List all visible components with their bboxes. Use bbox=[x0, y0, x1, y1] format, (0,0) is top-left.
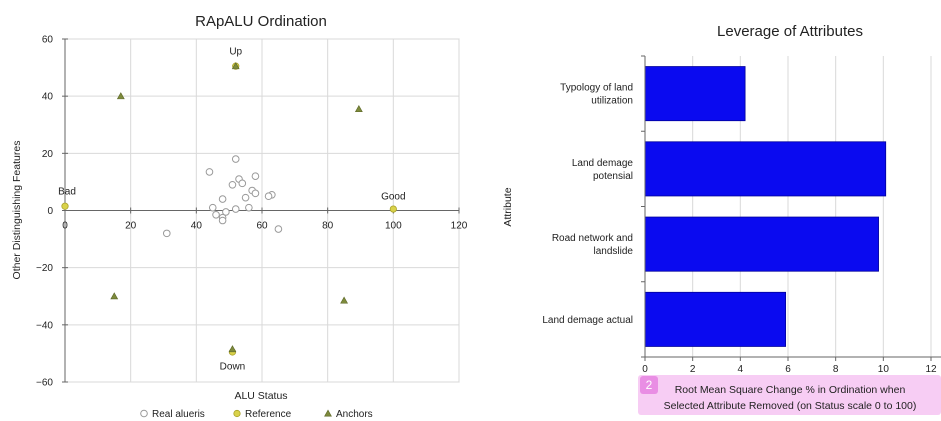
real-alueris-point bbox=[238, 179, 247, 188]
bar-category-label: Land demage actual bbox=[542, 315, 633, 326]
badge bbox=[640, 376, 658, 394]
bar-x-tick-label: 0 bbox=[642, 364, 648, 375]
scatter-title: RApALU Ordination bbox=[195, 13, 327, 30]
bar-x-tick-label: 2 bbox=[690, 364, 696, 375]
annotation-good: Good bbox=[381, 192, 405, 203]
scatter-x-tick-label: 0 bbox=[62, 221, 68, 232]
scatter-x-tick-label: 100 bbox=[385, 221, 402, 232]
scatter-y-tick-label: 60 bbox=[42, 35, 54, 46]
bar bbox=[644, 66, 746, 122]
reference-point bbox=[61, 202, 69, 210]
legend-label: Anchors bbox=[336, 409, 373, 420]
bar bbox=[644, 291, 787, 347]
real-alueris-point bbox=[222, 208, 230, 216]
scatter-y-tick-label: −20 bbox=[36, 263, 53, 274]
scatter-y-tick-label: 0 bbox=[47, 206, 53, 217]
legend-marker-reference bbox=[233, 409, 241, 418]
annotation-down: Down bbox=[220, 361, 246, 372]
badge-number: 2 bbox=[646, 378, 653, 392]
real-alueris-point bbox=[218, 216, 227, 225]
real-alueris-point bbox=[241, 193, 250, 202]
bar bbox=[644, 216, 879, 272]
legend-label: Real alueris bbox=[152, 409, 205, 420]
bar-title: Leverage of Attributes bbox=[717, 23, 863, 40]
bar-category-line: Road network and bbox=[552, 233, 633, 244]
scatter-x-tick-label: 80 bbox=[322, 221, 334, 232]
scatter-gridlines bbox=[64, 38, 460, 383]
bar-category-label: Road network and landslide bbox=[552, 233, 634, 257]
text-highlight bbox=[638, 375, 941, 415]
legend-marker-anchor bbox=[324, 409, 332, 417]
bar-axes bbox=[641, 55, 941, 361]
bar-category-label: Typology of land utilization bbox=[560, 83, 633, 107]
real-alueris-point bbox=[245, 203, 253, 212]
real-alueris-point bbox=[231, 205, 240, 213]
bar bbox=[644, 141, 887, 197]
bar-x-tick-label: 10 bbox=[878, 364, 890, 375]
bar-x-axis-title: 2 Root Mean Square Change % in Ordination… bbox=[638, 375, 941, 415]
bar-x-axis-title-line1: Root Mean Square Change % in Ordination … bbox=[675, 384, 906, 396]
anchor-point bbox=[231, 62, 240, 70]
anchor-point bbox=[110, 292, 119, 300]
bar-x-axis-title-line2: Selected Attribute Removed (on Status sc… bbox=[664, 400, 917, 412]
scatter-x-axis-title: ALU Status bbox=[234, 390, 287, 402]
scatter-chart: RApALU Ordination 0 20 40 60 80 100 120 −60 −40 −… bbox=[11, 13, 468, 420]
real-alueris-point bbox=[231, 155, 240, 163]
legend-label: Reference bbox=[245, 409, 292, 420]
scatter-points bbox=[61, 62, 397, 356]
scatter-x-tick-label: 120 bbox=[451, 221, 468, 232]
bar-x-tick-label: 4 bbox=[738, 364, 744, 375]
scatter-legend: Real alueris Reference Anchors bbox=[140, 409, 373, 420]
scatter-y-tick-label: 20 bbox=[42, 149, 54, 160]
bar-category-line: Typology of land bbox=[560, 83, 633, 94]
bar-category-line: utilization bbox=[591, 96, 633, 107]
bar-x-tick-label: 8 bbox=[833, 364, 839, 375]
annotation-up: Up bbox=[229, 47, 242, 58]
real-alueris-point bbox=[208, 203, 217, 212]
real-alueris-point bbox=[264, 192, 273, 201]
scatter-annotations: Up Down Bad Good bbox=[58, 47, 405, 373]
anchor-point bbox=[228, 345, 237, 353]
bar-category-labels: Typology of land utilization Land demage po… bbox=[542, 83, 633, 326]
bar-category-line: potensial bbox=[593, 171, 633, 182]
scatter-y-tick-label: −40 bbox=[36, 320, 53, 331]
scatter-axes bbox=[62, 38, 460, 383]
bar-marks bbox=[644, 66, 887, 347]
bar-tick-labels: 0 2 4 6 8 10 12 bbox=[642, 364, 937, 375]
bar-x-tick-label: 6 bbox=[785, 364, 791, 375]
bar-category-line: Land demage bbox=[572, 158, 634, 169]
bar-chart: Leverage of Attributes Typology of land u… bbox=[502, 23, 941, 415]
annotation-bad: Bad bbox=[58, 187, 76, 198]
scatter-x-tick-label: 40 bbox=[191, 221, 203, 232]
real-alueris-point bbox=[274, 225, 283, 233]
bar-category-line: Land demage actual bbox=[542, 315, 633, 326]
real-alueris-point bbox=[218, 195, 227, 203]
scatter-x-tick-label: 20 bbox=[125, 221, 137, 232]
bar-y-axis-title: Attribute bbox=[502, 187, 514, 226]
real-alueris-point bbox=[251, 189, 260, 198]
anchor-point bbox=[116, 92, 125, 100]
anchor-point bbox=[340, 296, 348, 304]
real-alueris-point bbox=[251, 172, 260, 180]
real-alueris-point bbox=[212, 210, 220, 219]
scatter-y-axis-title: Other Distinguishing Features bbox=[11, 141, 23, 280]
legend-marker-real-alueris bbox=[140, 409, 148, 418]
anchor-point bbox=[354, 105, 363, 113]
scatter-tick-labels: 0 20 40 60 80 100 120 −60 −40 −20 0 20 40 60 bbox=[36, 35, 468, 389]
bar-category-line: landslide bbox=[594, 246, 634, 257]
scatter-x-tick-label: 60 bbox=[256, 221, 268, 232]
scatter-y-tick-label: 40 bbox=[42, 92, 54, 103]
reference-point bbox=[389, 205, 397, 213]
bar-x-tick-label: 12 bbox=[925, 364, 937, 375]
bar-category-label: Land demage potensial bbox=[572, 158, 634, 182]
real-alueris-point bbox=[205, 168, 214, 176]
real-alueris-point bbox=[228, 180, 237, 189]
scatter-y-tick-label: −60 bbox=[36, 378, 53, 389]
real-alueris-point bbox=[162, 229, 171, 238]
